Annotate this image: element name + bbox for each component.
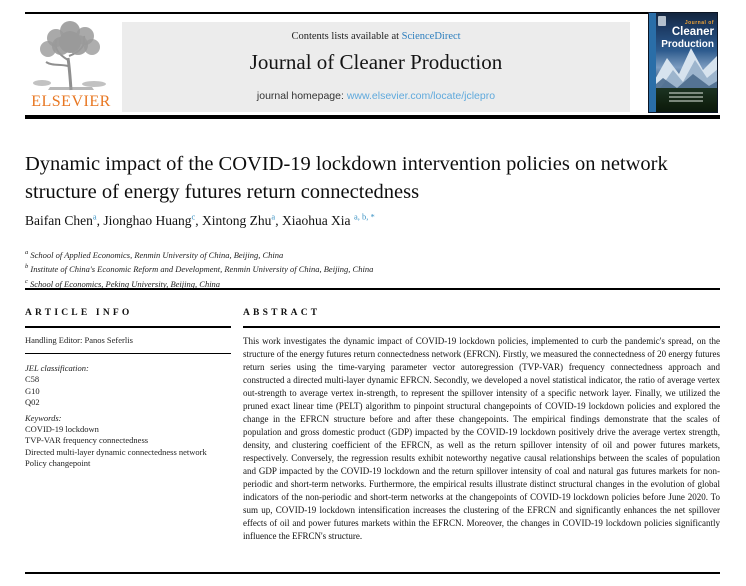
journal-header-box: Contents lists available at ScienceDirec…	[122, 22, 630, 112]
affiliation: c School of Economics, Peking University…	[25, 277, 221, 289]
affiliation: b Institute of China's Economic Reform a…	[25, 263, 374, 275]
sciencedirect-link[interactable]: ScienceDirect	[401, 31, 461, 42]
author-affiliation-sup: c	[191, 211, 196, 221]
jel-classification-label: JEL classification:	[25, 363, 89, 373]
jel-code: Q02	[25, 397, 40, 407]
cover-title-line1: Cleaner	[671, 26, 714, 38]
homepage-line: journal homepage: www.elsevier.com/locat…	[122, 90, 630, 102]
cover-journal-of: Journal of	[684, 20, 714, 26]
author-affiliation-sup: a	[271, 211, 276, 221]
author: Xiaohua Xia a, b, *	[281, 211, 375, 228]
contents-line: Contents lists available at ScienceDirec…	[122, 22, 630, 42]
journal-title: Journal of Cleaner Production	[249, 50, 503, 74]
author: Jionghao Huangc,	[103, 211, 203, 228]
affiliation-list: a School of Applied Economics, Renmin Un…	[25, 247, 695, 290]
author-affiliation-sup: a	[92, 211, 97, 221]
cover-emblem-icon	[658, 16, 666, 26]
header-divider	[25, 115, 720, 119]
affiliation: a School of Applied Economics, Renmin Un…	[25, 249, 284, 260]
jel-code: G10	[25, 385, 40, 396]
handling-editor-line: Handling Editor: Panos Seferlis	[25, 334, 133, 345]
abstract-heading: ABSTRACT	[243, 308, 321, 318]
keyword: TVP-VAR frequency connectedness	[25, 435, 149, 445]
affiliation-divider	[25, 288, 720, 290]
author-affiliation-sup: a, b, *	[353, 211, 375, 221]
keyword-list: COVID-19 lockdown TVP-VAR frequency conn…	[25, 424, 231, 470]
cover-side-strip	[649, 13, 656, 112]
cover-forest-area	[649, 88, 717, 112]
abstract-text: This work investigates the dynamic impac…	[243, 336, 720, 541]
info-rule	[25, 326, 231, 328]
author-list: Baifan Chena, Jionghao Huangc, Xintong Z…	[25, 211, 695, 229]
homepage-link[interactable]: www.elsevier.com/locate/jclepro	[346, 90, 496, 102]
cover-caption-lines	[669, 92, 703, 104]
author: Baifan Chena,	[25, 211, 104, 228]
info-rule	[25, 352, 231, 354]
mountain-graphic-icon	[649, 48, 717, 90]
cover-titles: Journal of Cleaner Production	[661, 21, 714, 50]
abstract-rule	[243, 326, 720, 328]
journal-cover-thumbnail: Journal of Cleaner Production	[648, 12, 718, 113]
article-title: Dynamic impact of the COVID-19 lockdown …	[25, 153, 668, 203]
author: Xintong Zhua,	[202, 211, 282, 228]
elsevier-tree-icon	[33, 21, 106, 91]
keyword: Policy changepoint	[25, 458, 91, 468]
contents-prefix: Contents lists available at	[291, 31, 402, 42]
cover-title-line2: Production	[661, 38, 714, 50]
jel-code: C58	[25, 374, 40, 384]
keywords-label: Keywords:	[25, 412, 62, 423]
keyword: Directed multi-layer dynamic connectedne…	[25, 446, 207, 457]
top-divider	[25, 12, 717, 14]
publisher-name: ELSEVIER	[31, 93, 111, 110]
elsevier-logo: ELSEVIER	[22, 20, 120, 113]
keyword: COVID-19 lockdown	[25, 423, 99, 434]
abstract-column: ABSTRACT This work investigates the dyna…	[243, 308, 720, 543]
bottom-divider	[25, 572, 720, 574]
article-info-heading: ARTICLE INFO	[25, 308, 133, 318]
jel-code-list: C58 G10 Q02	[25, 374, 231, 409]
homepage-prefix: journal homepage:	[256, 90, 347, 102]
article-info-column: ARTICLE INFO Handling Editor: Panos Sefe…	[25, 308, 231, 470]
